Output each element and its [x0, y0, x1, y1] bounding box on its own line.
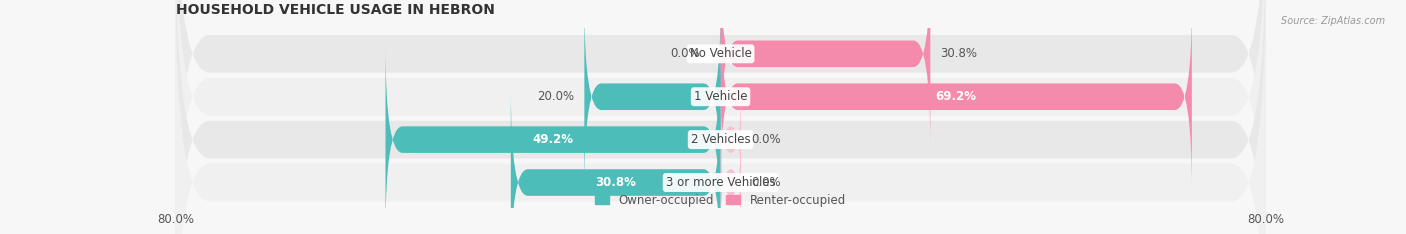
- FancyBboxPatch shape: [585, 3, 721, 191]
- FancyBboxPatch shape: [721, 132, 741, 234]
- FancyBboxPatch shape: [721, 3, 1192, 191]
- Text: 0.0%: 0.0%: [751, 176, 780, 189]
- Text: 49.2%: 49.2%: [533, 133, 574, 146]
- FancyBboxPatch shape: [176, 0, 1265, 234]
- Text: 1 Vehicle: 1 Vehicle: [693, 90, 748, 103]
- FancyBboxPatch shape: [176, 0, 1265, 234]
- FancyBboxPatch shape: [721, 0, 931, 148]
- FancyBboxPatch shape: [176, 0, 1265, 234]
- Text: 2 Vehicles: 2 Vehicles: [690, 133, 751, 146]
- FancyBboxPatch shape: [510, 89, 721, 234]
- FancyBboxPatch shape: [385, 46, 721, 234]
- Text: 0.0%: 0.0%: [671, 47, 700, 60]
- Text: 3 or more Vehicles: 3 or more Vehicles: [665, 176, 776, 189]
- Text: 20.0%: 20.0%: [537, 90, 574, 103]
- Text: 30.8%: 30.8%: [595, 176, 636, 189]
- Text: 30.8%: 30.8%: [941, 47, 977, 60]
- Text: 69.2%: 69.2%: [936, 90, 977, 103]
- Text: HOUSEHOLD VEHICLE USAGE IN HEBRON: HOUSEHOLD VEHICLE USAGE IN HEBRON: [176, 3, 495, 17]
- FancyBboxPatch shape: [721, 89, 741, 191]
- Text: No Vehicle: No Vehicle: [689, 47, 752, 60]
- Text: Source: ZipAtlas.com: Source: ZipAtlas.com: [1281, 16, 1385, 26]
- Text: 0.0%: 0.0%: [751, 133, 780, 146]
- Legend: Owner-occupied, Renter-occupied: Owner-occupied, Renter-occupied: [591, 189, 851, 211]
- FancyBboxPatch shape: [176, 0, 1265, 234]
